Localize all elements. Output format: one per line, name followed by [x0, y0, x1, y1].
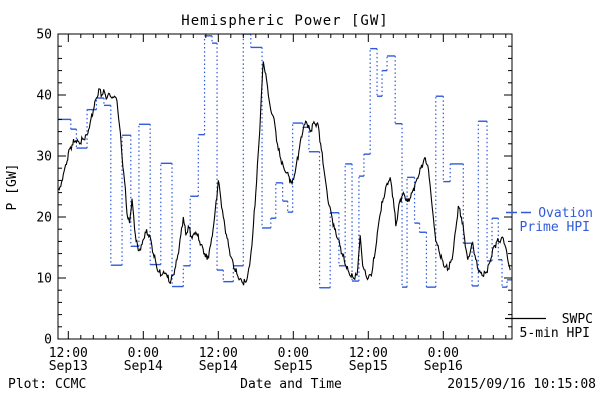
y-tick-label: 50 — [36, 28, 52, 43]
footer-plot-source: Plot: CCMC — [8, 377, 86, 392]
x-tick-label-time: 12:00 — [199, 346, 238, 361]
ovation-legend-label-line2: Prime HPI — [520, 220, 590, 235]
x-tick-label-time: 0:00 — [128, 346, 159, 361]
x-tick-label-time: 12:00 — [349, 346, 388, 361]
swpc-legend-label-line2: 5-min HPI — [520, 326, 590, 341]
x-tick-label-time: 0:00 — [278, 346, 309, 361]
swpc-series-line — [58, 61, 511, 286]
legend-ovation: Ovation Prime HPI — [506, 206, 593, 235]
y-axis-label: P [GW] — [5, 164, 20, 211]
ovation-legend-label-line1: Ovation — [538, 206, 593, 221]
axes-layer: 12:00Sep130:00Sep1412:00Sep140:00Sep1512… — [36, 28, 512, 374]
x-tick-label-date: Sep13 — [49, 359, 88, 374]
y-tick-label: 10 — [36, 272, 52, 287]
footer-timestamp: 2015/09/16 10:15:08 — [447, 377, 596, 392]
y-tick-label: 20 — [36, 211, 52, 226]
x-tick-label-date: Sep15 — [349, 359, 388, 374]
legend-swpc: SWPC 5-min HPI — [505, 312, 593, 341]
y-tick-label: 30 — [36, 150, 52, 165]
x-tick-label-time: 12:00 — [49, 346, 88, 361]
swpc-legend-label-line1: SWPC — [562, 312, 593, 327]
x-tick-label-date: Sep14 — [199, 359, 238, 374]
plot-frame — [57, 33, 513, 340]
x-tick-label-date: Sep15 — [274, 359, 313, 374]
chart-title: Hemispheric Power [GW] — [181, 13, 388, 29]
y-tick-label: 40 — [36, 89, 52, 104]
y-tick-label: 0 — [44, 333, 52, 348]
x-tick-label-date: Sep14 — [124, 359, 163, 374]
x-axis-label: Date and Time — [240, 377, 342, 392]
x-tick-label-date: Sep16 — [424, 359, 463, 374]
x-tick-label-time: 0:00 — [428, 346, 459, 361]
series-layer — [58, 34, 512, 289]
